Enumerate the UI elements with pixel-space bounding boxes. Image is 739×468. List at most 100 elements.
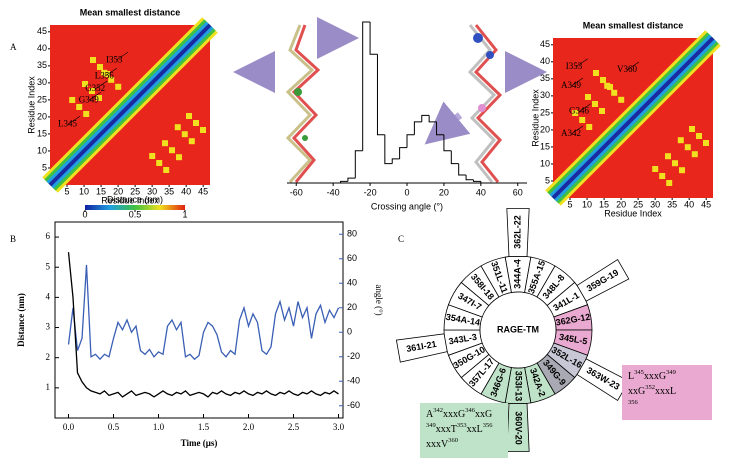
y-tick-label: 40 <box>540 56 550 66</box>
motif-residues: xxG <box>628 386 645 397</box>
x-tick-label: 0.5 <box>108 422 120 432</box>
motif-residues: xxL <box>467 424 483 435</box>
histogram-bar <box>458 163 467 176</box>
y-tick-label: 15 <box>540 141 550 151</box>
histogram-bar <box>399 147 407 159</box>
map-contact <box>677 137 684 144</box>
map-annotation: I353 <box>106 54 123 64</box>
annotation-arrow <box>104 67 117 77</box>
y-axis-label: Residue Index <box>530 89 540 147</box>
y-tick-label: 40 <box>37 43 47 53</box>
y-tick-label: 6 <box>46 231 51 241</box>
wheel-spoke <box>576 259 630 302</box>
motif-residues: xxxV <box>426 439 449 450</box>
y-tick-label: 20 <box>540 124 550 134</box>
map-contact <box>604 82 611 89</box>
x-tick-label: 2.5 <box>288 422 300 432</box>
motif-position: 356 <box>628 399 639 406</box>
y-tick-label: 45 <box>37 26 47 36</box>
motif-position: 356 <box>483 422 494 429</box>
map-contact <box>599 108 605 114</box>
y-tick-label: 5 <box>46 261 51 271</box>
map-title: Mean smallest distance <box>80 7 181 17</box>
y-axis-label: Residue Index <box>26 76 36 134</box>
wheel-spoke <box>576 358 630 401</box>
wheel-spoke <box>395 333 448 363</box>
motif-text: 349xxxT353xxL356 <box>426 422 493 435</box>
x-tick-label: 25 <box>130 186 140 196</box>
x-tick-label: 30 <box>650 199 660 209</box>
motif-residues: xxxG <box>644 371 666 382</box>
x-tick-label: 5 <box>568 199 573 209</box>
histogram-bar <box>436 121 444 136</box>
x-axis-label: Crossing angle (°) <box>371 201 443 211</box>
y-tick-label: 2 <box>46 352 51 362</box>
x-tick-label: 15 <box>96 186 106 196</box>
y2-tick-label: -20 <box>347 351 360 361</box>
annotation-arrow <box>575 58 588 68</box>
x-tick-label: 1.0 <box>153 422 165 432</box>
residue-label: 360V-20 <box>514 411 524 445</box>
colorbar-label: Distance (nm) <box>107 194 163 204</box>
y-tick-label: 35 <box>37 60 47 70</box>
map-annotation: G352 <box>85 83 105 93</box>
annotation-arrow <box>95 80 108 90</box>
panel-label: B <box>10 234 16 244</box>
map-contact <box>684 144 691 151</box>
map-contact <box>83 111 90 117</box>
map-contact <box>188 138 195 145</box>
motif-residues: A <box>426 409 434 420</box>
histogram-bar <box>443 134 452 152</box>
x-axis-label: Residue Index <box>604 208 662 218</box>
map-contact <box>181 131 188 138</box>
map-contact <box>108 76 115 83</box>
y-tick-label: 15 <box>37 128 47 138</box>
annotation-arrow <box>570 125 584 135</box>
y-tick-label: 10 <box>37 145 47 155</box>
map-annotation: A342 <box>561 128 581 138</box>
motif-text: xxxV360 <box>426 437 458 450</box>
histogram-bar <box>362 21 371 151</box>
motif-residues: xxxG <box>443 409 465 420</box>
map-contact <box>186 113 192 119</box>
map-annotation: G346 <box>569 106 589 116</box>
y2-tick-label: -60 <box>347 400 360 410</box>
x-tick-label: 40 <box>684 199 694 209</box>
x-tick-label: -20 <box>364 187 377 197</box>
map-contact <box>691 151 698 158</box>
map-contact <box>679 167 685 174</box>
annotation-arrow <box>88 91 101 101</box>
y2-tick-label: 20 <box>347 302 357 312</box>
map-contact <box>572 110 579 116</box>
y-tick-label: 1 <box>46 382 51 392</box>
map-diagonal <box>48 23 212 187</box>
residue-label: 353I-13 <box>514 371 524 402</box>
motif-position: 349 <box>666 369 676 376</box>
colorbar <box>85 205 185 210</box>
histogram-bar <box>406 134 415 148</box>
x-tick-label: 45 <box>198 186 208 196</box>
map-contact <box>652 166 659 172</box>
motif-position: 342 <box>433 407 443 414</box>
map-contact <box>101 69 108 76</box>
x-tick-label: 20 <box>439 187 449 197</box>
x-tick-label: 45 <box>701 199 711 209</box>
x-axis-label: Residue Index <box>101 195 159 205</box>
x-tick-label: -60 <box>290 187 303 197</box>
x-tick-label: 20 <box>113 186 123 196</box>
annotation-arrow <box>115 51 129 61</box>
map-annotation: V360 <box>617 64 637 74</box>
annotation-arrow <box>570 77 584 87</box>
panel-label: A <box>10 42 17 52</box>
y-tick-label: 10 <box>540 158 550 168</box>
motif-position: 349 <box>426 422 436 429</box>
x-tick-label: -40 <box>327 187 340 197</box>
helix-left <box>285 24 321 184</box>
x-tick-label: 0 <box>404 187 409 197</box>
y2-tick-label: 0 <box>347 327 352 337</box>
histogram-bar <box>391 158 400 164</box>
motif-text: 356 <box>628 399 639 406</box>
series-line <box>67 264 340 361</box>
x-tick-label: 35 <box>667 199 677 209</box>
panel-label: C <box>398 234 404 244</box>
